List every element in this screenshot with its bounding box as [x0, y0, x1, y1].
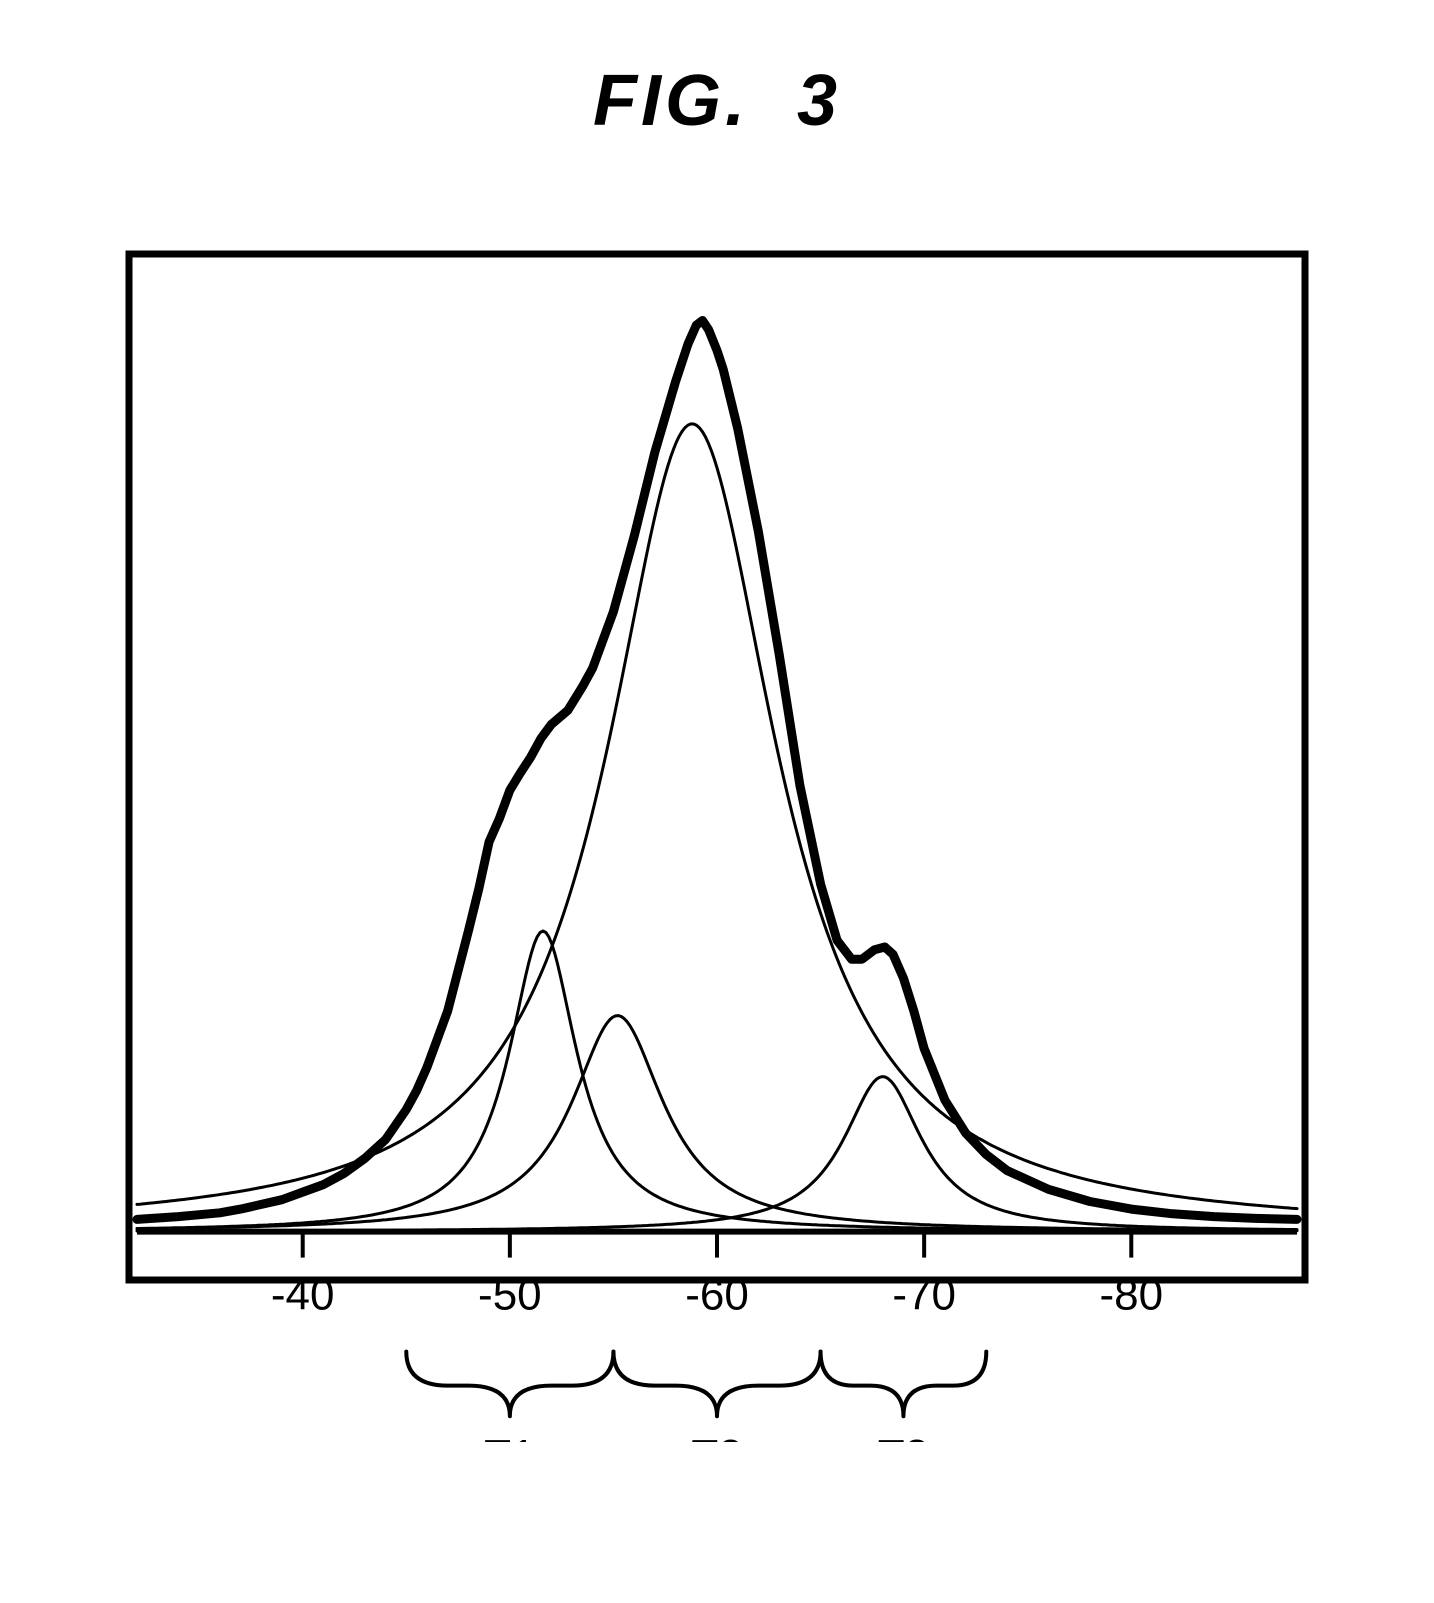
svg-text:-50: -50 — [478, 1271, 542, 1320]
spectrum-chart: -40 -50 -60 -70 -80 T1 T2 T3 — [77, 202, 1357, 1442]
svg-text:T3: T3 — [878, 1431, 929, 1442]
chart-svg: -40 -50 -60 -70 -80 T1 T2 T3 — [77, 202, 1357, 1442]
figure-title: FIG. 3 — [593, 60, 841, 142]
svg-text:-80: -80 — [1099, 1271, 1163, 1320]
svg-text:T2: T2 — [691, 1431, 742, 1442]
svg-text:-60: -60 — [685, 1271, 749, 1320]
svg-text:-70: -70 — [892, 1271, 956, 1320]
svg-text:-40: -40 — [271, 1271, 335, 1320]
svg-text:T1: T1 — [484, 1431, 535, 1442]
